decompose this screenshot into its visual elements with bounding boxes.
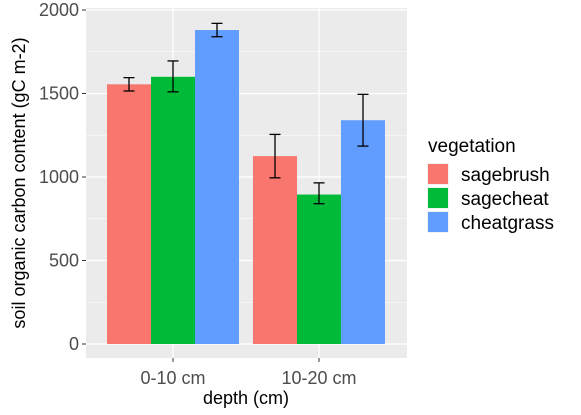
legend-label-sagecheat: sagecheat [461, 189, 549, 210]
bar-sagecheat [151, 76, 195, 345]
bar-sagebrush [253, 156, 297, 344]
x-axis-title: depth (cm) [203, 388, 289, 408]
y-axis-title: soil organic carbon content (gC m-2) [9, 37, 29, 328]
y-tick-label: 1000 [39, 167, 79, 187]
y-tick-label: 500 [49, 251, 79, 271]
y-tick-label: 0 [69, 334, 79, 354]
y-tick-label: 1500 [39, 84, 79, 104]
legend-label-cheatgrass: cheatgrass [461, 213, 554, 234]
legend-label-sagebrush: sagebrush [461, 165, 550, 186]
x-tick-label: 10-20 cm [281, 368, 356, 388]
x-tick-label: 0-10 cm [140, 368, 205, 388]
y-tick-label: 2000 [39, 0, 79, 20]
bar-sagebrush [107, 84, 151, 344]
legend-title: vegetation [428, 136, 516, 157]
x-axis: 0-10 cm 10-20 cm [140, 358, 357, 388]
bar-sagecheat [297, 194, 341, 344]
legend-swatch-cheatgrass [428, 212, 448, 232]
y-axis: 0 500 1000 1500 2000 [39, 0, 86, 354]
bar-cheatgrass [341, 120, 385, 344]
legend: vegetation sagebrush sagecheat cheatgrass [427, 136, 554, 234]
bar-cheatgrass [195, 30, 239, 344]
error-bars [123, 22, 369, 205]
bars [107, 30, 385, 345]
legend-swatch-sagecheat [428, 188, 448, 208]
legend-swatch-sagebrush [428, 164, 448, 184]
